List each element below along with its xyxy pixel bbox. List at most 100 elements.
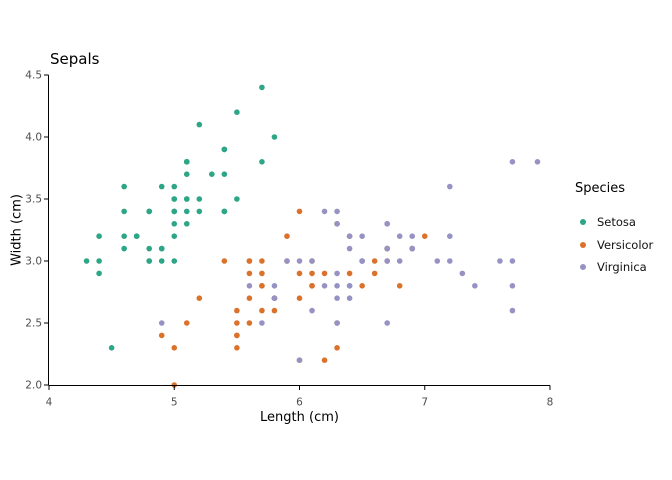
data-point-versicolor xyxy=(421,233,428,239)
data-point-setosa xyxy=(146,245,152,252)
y-tick-label: 2.0 xyxy=(25,380,42,392)
x-axis-title: Length (cm) xyxy=(260,410,339,425)
data-point-virginica xyxy=(447,183,453,190)
data-point-setosa xyxy=(259,159,265,165)
y-tick-label: 3.5 xyxy=(25,194,42,206)
data-point-versicolor xyxy=(259,270,265,277)
legend-item-virginica: Virginica xyxy=(575,256,653,279)
data-point-versicolor xyxy=(234,320,240,326)
data-point-setosa xyxy=(196,196,203,202)
data-point-virginica xyxy=(447,233,453,239)
data-point-virginica xyxy=(509,307,516,314)
data-point-setosa xyxy=(121,245,127,252)
data-point-versicolor xyxy=(246,295,253,302)
data-point-versicolor xyxy=(284,233,290,239)
data-point-setosa xyxy=(146,258,152,264)
data-point-setosa xyxy=(183,196,190,202)
data-point-versicolor xyxy=(158,332,165,339)
data-point-setosa xyxy=(171,208,178,215)
legend: Species Setosa Versicolor Virginica xyxy=(575,181,653,279)
data-point-setosa xyxy=(158,183,165,190)
data-point-setosa xyxy=(121,233,127,239)
data-point-versicolor xyxy=(271,307,278,314)
legend-title: Species xyxy=(575,181,626,196)
data-point-virginica xyxy=(309,258,315,264)
data-point-virginica xyxy=(334,320,340,326)
data-point-versicolor xyxy=(359,283,365,289)
data-point-versicolor xyxy=(309,283,315,289)
data-point-versicolor xyxy=(234,345,240,351)
data-point-virginica xyxy=(534,159,541,165)
data-point-virginica xyxy=(409,233,416,239)
y-tick-label: 2.5 xyxy=(25,318,42,330)
data-point-virginica xyxy=(409,245,416,252)
data-point-versicolor xyxy=(221,258,228,264)
data-point-versicolor xyxy=(183,320,190,326)
data-point-virginica xyxy=(334,295,340,302)
data-point-setosa xyxy=(221,208,228,215)
data-point-versicolor xyxy=(296,270,303,277)
data-point-virginica xyxy=(334,283,340,289)
data-point-setosa xyxy=(183,159,190,165)
data-point-virginica xyxy=(296,258,303,264)
data-point-versicolor xyxy=(321,357,328,364)
data-point-virginica xyxy=(334,208,340,215)
chart-title: Sepals xyxy=(50,50,100,68)
data-point-setosa xyxy=(183,208,190,215)
data-point-setosa xyxy=(171,258,178,264)
data-point-virginica xyxy=(271,295,278,302)
data-point-versicolor xyxy=(171,345,178,351)
virginica-dot-icon xyxy=(580,264,586,271)
data-point-setosa xyxy=(133,233,140,239)
data-point-virginica xyxy=(359,233,365,239)
data-point-setosa xyxy=(183,171,190,177)
data-point-setosa xyxy=(259,84,265,91)
data-point-setosa xyxy=(146,208,152,215)
data-point-virginica xyxy=(309,307,315,314)
legend-item-versicolor: Versicolor xyxy=(575,234,653,257)
data-point-setosa xyxy=(196,208,203,215)
x-tick-label: 5 xyxy=(171,397,178,409)
data-point-versicolor xyxy=(246,258,253,264)
setosa-dot-icon xyxy=(580,219,586,226)
data-point-virginica xyxy=(359,258,365,264)
data-point-setosa xyxy=(234,196,240,202)
data-point-virginica xyxy=(447,258,453,264)
legend-label-setosa: Setosa xyxy=(597,215,636,230)
data-point-versicolor xyxy=(296,208,303,215)
versicolor-dot-icon xyxy=(580,241,586,248)
y-tick-label: 4.5 xyxy=(25,70,42,82)
data-point-setosa xyxy=(121,183,127,190)
data-point-setosa xyxy=(96,258,102,264)
data-point-setosa xyxy=(158,258,165,264)
legend-item-setosa: Setosa xyxy=(575,211,653,234)
data-point-virginica xyxy=(459,270,466,277)
data-point-virginica xyxy=(334,270,340,277)
data-point-versicolor xyxy=(321,270,328,277)
data-point-versicolor xyxy=(259,307,265,314)
data-point-setosa xyxy=(108,345,115,351)
data-point-virginica xyxy=(259,320,265,326)
data-point-setosa xyxy=(83,258,90,264)
data-point-virginica xyxy=(509,258,516,264)
data-point-virginica xyxy=(509,283,516,289)
data-point-virginica xyxy=(384,221,390,227)
y-axis-title: Width (cm) xyxy=(9,194,25,266)
data-point-virginica xyxy=(284,258,290,264)
data-point-versicolor xyxy=(234,332,240,339)
data-point-virginica xyxy=(246,283,253,289)
data-point-virginica xyxy=(346,233,353,239)
data-point-virginica xyxy=(472,283,478,289)
data-point-setosa xyxy=(171,183,178,190)
data-point-virginica xyxy=(497,258,503,264)
x-tick-label: 4 xyxy=(46,397,53,409)
data-point-setosa xyxy=(196,121,203,128)
data-point-virginica xyxy=(296,357,303,364)
data-point-versicolor xyxy=(309,270,315,277)
x-tick-label: 7 xyxy=(421,397,428,409)
legend-label-versicolor: Versicolor xyxy=(597,237,654,252)
data-point-setosa xyxy=(171,196,178,202)
data-point-virginica xyxy=(158,320,165,326)
y-tick-label: 4.0 xyxy=(25,132,42,144)
data-point-versicolor xyxy=(371,270,378,277)
